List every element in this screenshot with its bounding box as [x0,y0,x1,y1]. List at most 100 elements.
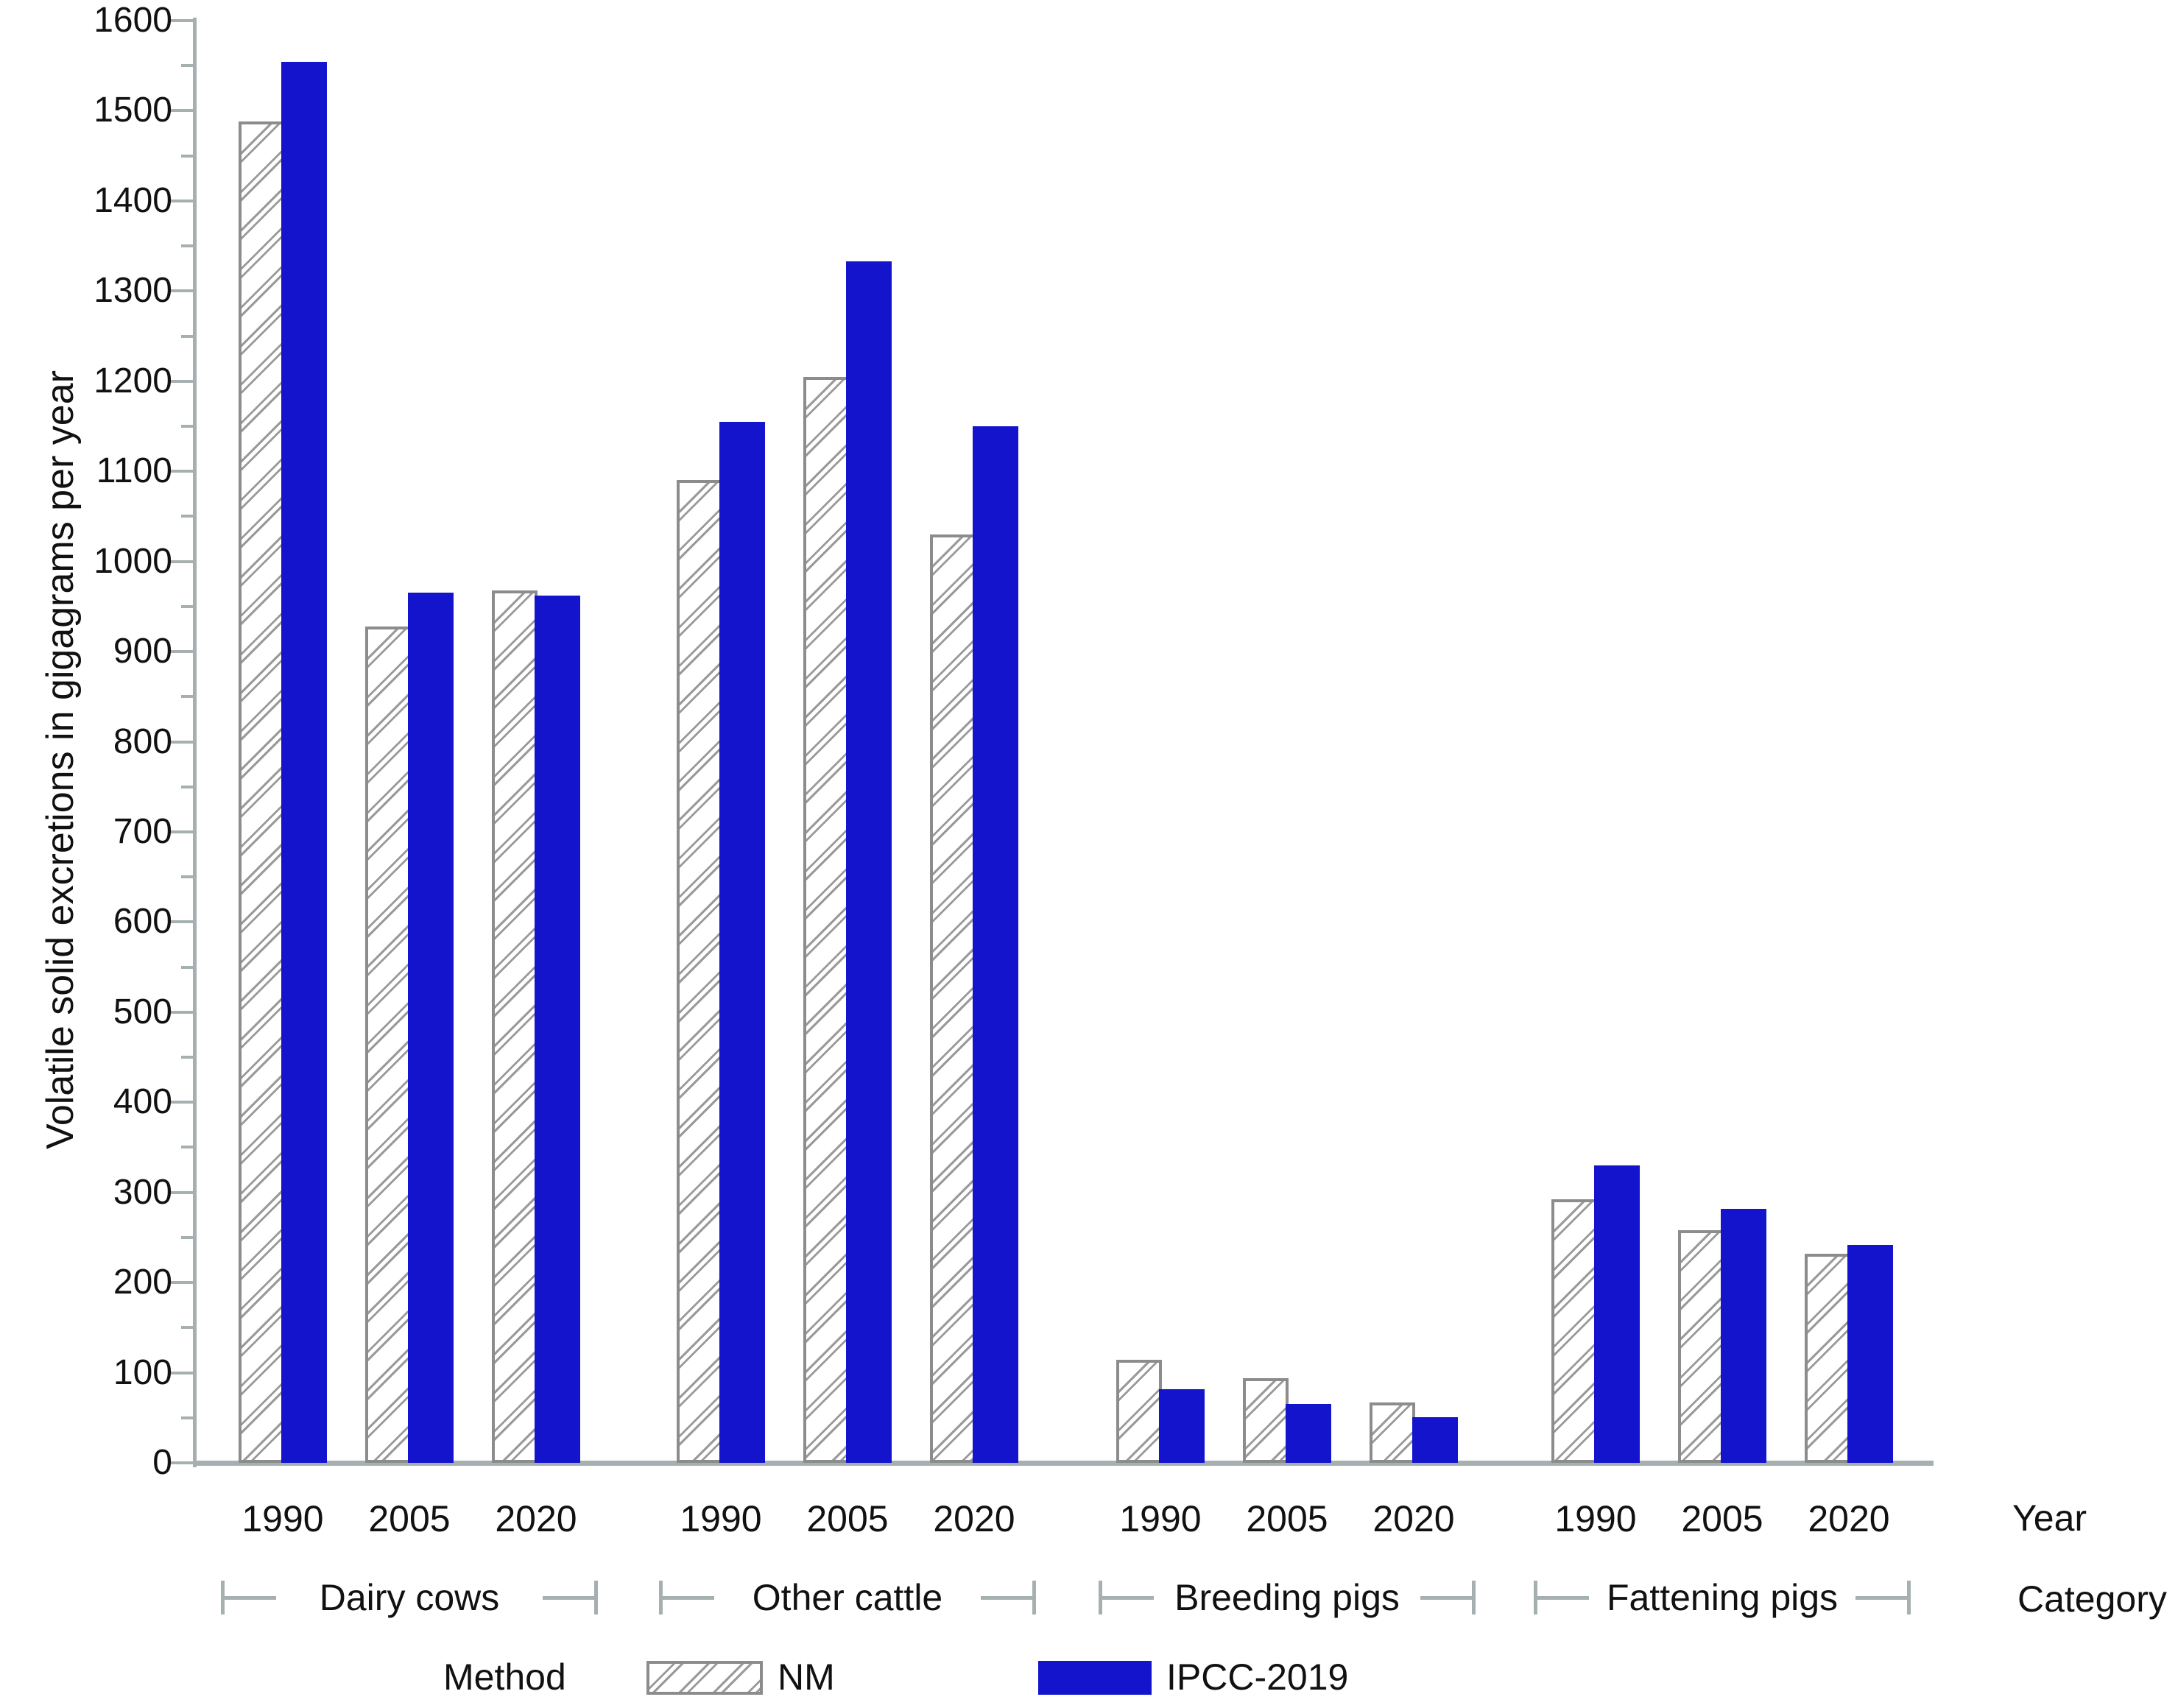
bracket-line [1537,1595,1589,1600]
y-tick-major [171,199,193,202]
bar-ipcc-fattening-pigs-2005 [1721,1208,1766,1463]
bar-ipcc-dairy-cows-1990 [281,62,327,1463]
y-tick-label: 1600 [94,1,172,40]
y-tick-label: 300 [113,1172,172,1212]
bar-nm-dairy-cows-2020 [492,590,538,1463]
y-tick-label: 1000 [94,541,172,581]
x-year-label: 2005 [1681,1498,1763,1539]
y-tick-minor [181,515,193,518]
x-year-label: 1990 [1119,1498,1202,1539]
y-tick-major [171,1101,193,1104]
bar-ipcc-dairy-cows-2005 [408,593,454,1463]
y-tick-major [171,289,193,293]
bracket-cap [1534,1581,1537,1615]
y-tick-minor [181,334,193,338]
y-tick-label: 0 [152,1443,172,1482]
x-axis-title-category: Category [2017,1578,2167,1620]
legend-nm-label: NM [778,1656,835,1698]
y-tick-label: 100 [113,1352,172,1392]
bracket-line [225,1595,276,1600]
category-bracket: Other cattle [659,1577,1037,1618]
category-bracket: Fattening pigs [1534,1578,1911,1617]
x-year-label: 2020 [1372,1498,1455,1539]
bar-nm-breeding-pigs-2005 [1243,1377,1289,1463]
bracket-line [1420,1595,1473,1600]
y-tick-minor [181,1235,193,1239]
bar-ipcc-fattening-pigs-1990 [1594,1165,1640,1463]
y-tick-minor [181,785,193,788]
y-tick-major [171,1371,193,1374]
y-tick-major [171,830,193,833]
y-tick-major [171,1010,193,1014]
y-tick-major [171,19,193,22]
y-tick-minor [181,1416,193,1419]
y-tick-label: 500 [113,992,172,1031]
y-tick-minor [181,604,193,608]
y-tick-major [171,920,193,924]
y-tick-label: 1100 [96,451,172,491]
bracket-line [1855,1595,1907,1600]
y-tick-minor [181,154,193,158]
y-tick-major [171,560,193,563]
y-tick-major [171,1461,193,1464]
bracket-cap [1907,1581,1911,1615]
bracket-line [1102,1595,1154,1600]
y-tick-major [171,109,193,113]
bracket-cap [1472,1581,1476,1615]
y-tick-label: 1400 [94,180,172,220]
y-tick-minor [181,424,193,428]
bar-nm-fattening-pigs-2005 [1678,1230,1724,1463]
y-tick-minor [181,1326,193,1330]
y-tick-label: 200 [113,1263,172,1302]
y-tick-label: 900 [113,632,172,671]
bar-ipcc-fattening-pigs-2020 [1847,1244,1893,1463]
y-tick-major [171,740,193,744]
category-bracket: Breeding pigs [1099,1578,1476,1617]
y-tick-major [171,1281,193,1285]
bar-ipcc-breeding-pigs-1990 [1159,1388,1205,1463]
bar-ipcc-dairy-cows-2020 [535,596,580,1463]
bracket-line [543,1595,595,1600]
bracket-cap [221,1581,225,1615]
bar-ipcc-other-cattle-2020 [973,426,1018,1463]
x-year-label: 2005 [806,1498,889,1539]
y-tick-label: 800 [113,721,172,761]
y-tick-minor [181,64,193,68]
y-tick-minor [181,965,193,969]
y-tick-label: 1200 [94,361,172,400]
legend-nm-swatch-icon [646,1661,763,1695]
category-label: Other cattle [752,1577,943,1618]
x-year-label: 2020 [495,1498,577,1539]
legend-ipcc-swatch-icon [1038,1661,1152,1695]
y-tick-label: 1300 [94,271,172,311]
y-tick-minor [181,875,193,879]
y-tick-minor [181,1056,193,1059]
bracket-line [981,1595,1033,1600]
bar-nm-fattening-pigs-2020 [1805,1253,1850,1463]
legend-ipcc-label: IPCC-2019 [1166,1656,1349,1698]
y-tick-minor [181,695,193,699]
y-tick-label: 1500 [94,91,172,130]
bar-ipcc-breeding-pigs-2005 [1286,1404,1331,1463]
x-year-label: 1990 [242,1498,324,1539]
y-tick-minor [181,1146,193,1149]
category-label: Breeding pigs [1174,1577,1400,1618]
y-tick-label: 400 [113,1082,172,1122]
x-axis-line [193,1461,1934,1466]
y-tick-major [171,379,193,383]
x-year-label: 2020 [933,1498,1015,1539]
bracket-cap [1032,1581,1037,1615]
bar-nm-other-cattle-1990 [677,480,722,1463]
bar-nm-breeding-pigs-1990 [1116,1360,1162,1463]
category-label: Dairy cows [319,1577,500,1618]
bar-nm-other-cattle-2020 [930,534,976,1463]
bracket-cap [1099,1581,1102,1615]
y-tick-major [171,650,193,654]
y-tick-label: 600 [113,902,172,942]
bracket-line [663,1595,714,1600]
x-year-label: 2020 [1808,1498,1890,1539]
x-year-label: 1990 [1554,1498,1637,1539]
bar-ipcc-other-cattle-2005 [846,261,892,1463]
x-year-label: 2005 [368,1498,451,1539]
